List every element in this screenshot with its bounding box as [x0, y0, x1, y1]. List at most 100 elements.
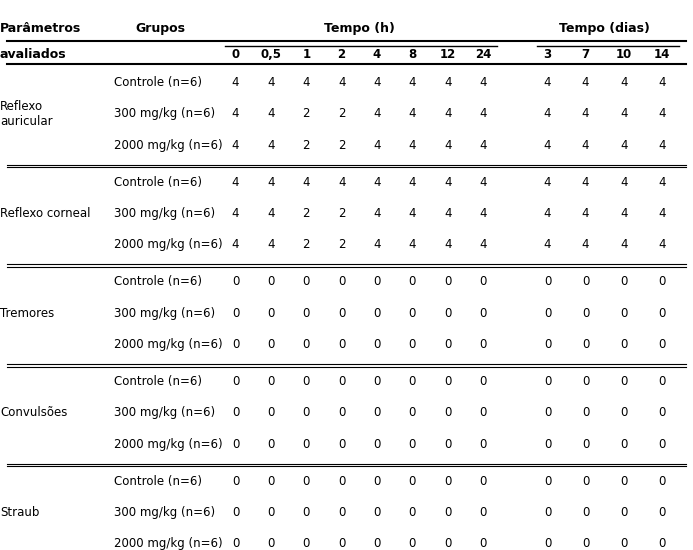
Text: 0: 0: [267, 275, 274, 288]
Text: 0: 0: [303, 406, 310, 419]
Text: 0: 0: [444, 537, 451, 550]
Text: 2: 2: [338, 238, 345, 251]
Text: 4: 4: [480, 207, 486, 220]
Text: 4: 4: [232, 107, 239, 120]
Text: 0: 0: [409, 275, 416, 288]
Text: 4: 4: [658, 107, 665, 120]
Text: 0: 0: [409, 438, 416, 451]
Text: 4: 4: [480, 139, 486, 152]
Text: 4: 4: [582, 107, 589, 120]
Text: 4: 4: [480, 238, 486, 251]
Text: 0: 0: [544, 537, 551, 550]
Text: 0: 0: [582, 375, 589, 388]
Text: 0: 0: [444, 275, 451, 288]
Text: 0: 0: [582, 537, 589, 550]
Text: 1: 1: [302, 48, 310, 60]
Text: 0: 0: [232, 406, 239, 419]
Text: 4: 4: [544, 207, 551, 220]
Text: 10: 10: [615, 48, 632, 60]
Text: avaliados: avaliados: [0, 48, 67, 60]
Text: 0: 0: [409, 537, 416, 550]
Text: 0: 0: [658, 537, 665, 550]
Text: 0: 0: [338, 438, 345, 451]
Text: 0: 0: [232, 338, 239, 351]
Text: 4: 4: [232, 76, 239, 89]
Text: 8: 8: [408, 48, 416, 60]
Text: 0: 0: [267, 406, 274, 419]
Text: 2: 2: [303, 238, 310, 251]
Text: 4: 4: [409, 139, 416, 152]
Text: 4: 4: [374, 207, 380, 220]
Text: 0: 0: [544, 475, 551, 488]
Text: 2: 2: [337, 48, 346, 60]
Text: 4: 4: [232, 238, 239, 251]
Text: 0: 0: [374, 406, 380, 419]
Text: 0: 0: [232, 438, 239, 451]
Text: 4: 4: [582, 238, 589, 251]
Text: 0: 0: [267, 475, 274, 488]
Text: 0: 0: [620, 506, 627, 519]
Text: 4: 4: [582, 175, 589, 189]
Text: 4: 4: [620, 76, 627, 89]
Text: 0: 0: [480, 307, 486, 320]
Text: 0: 0: [231, 48, 240, 60]
Text: Tempo (h): Tempo (h): [324, 21, 395, 35]
Text: 0: 0: [480, 537, 486, 550]
Text: 2000 mg/kg (n=6): 2000 mg/kg (n=6): [114, 438, 223, 451]
Text: 0: 0: [338, 375, 345, 388]
Text: 7: 7: [581, 48, 590, 60]
Text: 0: 0: [480, 375, 486, 388]
Text: 0: 0: [303, 438, 310, 451]
Text: 14: 14: [653, 48, 670, 60]
Text: 0: 0: [338, 475, 345, 488]
Text: 0: 0: [582, 506, 589, 519]
Text: 2000 mg/kg (n=6): 2000 mg/kg (n=6): [114, 238, 223, 251]
Text: Controle (n=6): Controle (n=6): [114, 175, 202, 189]
Text: 300 mg/kg (n=6): 300 mg/kg (n=6): [114, 107, 216, 120]
Text: 4: 4: [582, 207, 589, 220]
Text: 0: 0: [582, 307, 589, 320]
Text: 2000 mg/kg (n=6): 2000 mg/kg (n=6): [114, 338, 223, 351]
Text: 0: 0: [374, 537, 380, 550]
Text: Reflexo
auricular: Reflexo auricular: [0, 100, 53, 128]
Text: 0: 0: [409, 406, 416, 419]
Text: 0: 0: [480, 406, 486, 419]
Text: 0: 0: [658, 307, 665, 320]
Text: 0: 0: [444, 438, 451, 451]
Text: 4: 4: [620, 139, 627, 152]
Text: 4: 4: [409, 175, 416, 189]
Text: 2: 2: [338, 107, 345, 120]
Text: Reflexo corneal: Reflexo corneal: [0, 207, 91, 220]
Text: 300 mg/kg (n=6): 300 mg/kg (n=6): [114, 307, 216, 320]
Text: 4: 4: [374, 139, 380, 152]
Text: Controle (n=6): Controle (n=6): [114, 475, 202, 488]
Text: 0: 0: [444, 475, 451, 488]
Text: 0: 0: [409, 375, 416, 388]
Text: 0: 0: [544, 307, 551, 320]
Text: 4: 4: [444, 175, 451, 189]
Text: 0: 0: [409, 307, 416, 320]
Text: 2: 2: [303, 107, 310, 120]
Text: 4: 4: [374, 76, 380, 89]
Text: 4: 4: [303, 76, 310, 89]
Text: 4: 4: [267, 76, 274, 89]
Text: 4: 4: [267, 175, 274, 189]
Text: 0: 0: [267, 375, 274, 388]
Text: 4: 4: [658, 76, 665, 89]
Text: 300 mg/kg (n=6): 300 mg/kg (n=6): [114, 207, 216, 220]
Text: 4: 4: [544, 107, 551, 120]
Text: 0: 0: [480, 506, 486, 519]
Text: 4: 4: [409, 76, 416, 89]
Text: 0: 0: [232, 506, 239, 519]
Text: 4: 4: [444, 76, 451, 89]
Text: 4: 4: [544, 76, 551, 89]
Text: 4: 4: [444, 107, 451, 120]
Text: 0: 0: [374, 275, 380, 288]
Text: 0: 0: [582, 438, 589, 451]
Text: 4: 4: [374, 175, 380, 189]
Text: 4: 4: [658, 175, 665, 189]
Text: Controle (n=6): Controle (n=6): [114, 275, 202, 288]
Text: 2: 2: [303, 139, 310, 152]
Text: 4: 4: [658, 139, 665, 152]
Text: 0: 0: [267, 338, 274, 351]
